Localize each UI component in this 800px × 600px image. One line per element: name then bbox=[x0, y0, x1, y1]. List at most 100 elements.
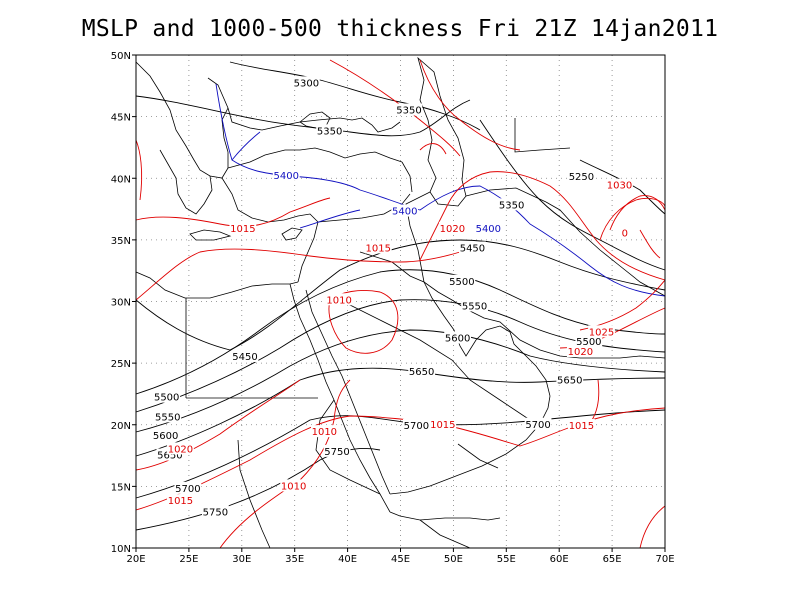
coast-black-sea-north bbox=[207, 77, 401, 133]
pressure-label: 1020 bbox=[440, 224, 465, 235]
pressure-label-bg bbox=[620, 226, 629, 239]
thickness-5400-contour bbox=[215, 83, 666, 297]
pressure-label-bg bbox=[606, 178, 633, 191]
pressure-label-bg bbox=[588, 325, 615, 338]
mslp-north bbox=[419, 59, 521, 151]
pressure-label: 1010 bbox=[326, 295, 351, 306]
thickness-5400-s bbox=[299, 209, 361, 229]
thickness-5450 bbox=[135, 239, 666, 351]
border-kazakh bbox=[514, 118, 571, 153]
thickness-label-bg bbox=[444, 331, 472, 344]
pressure-label: 1025 bbox=[589, 327, 614, 338]
mslp-caucasus bbox=[419, 143, 447, 155]
contour-labels: 5300 5350 5350 5400 5400 5400 5350 5250 5450 5500… bbox=[152, 76, 633, 518]
lat-tick-label: 40N bbox=[111, 174, 131, 185]
coast-levant bbox=[297, 221, 319, 283]
pressure-label: 1015 bbox=[366, 244, 391, 255]
pressure-label: 1015 bbox=[430, 420, 455, 431]
coast-black-sea-south bbox=[227, 147, 403, 169]
thickness-label-bg bbox=[524, 417, 552, 430]
border-yemen bbox=[457, 443, 499, 469]
lon-tick-label: 35E bbox=[285, 554, 304, 565]
lon-tick-label: 45E bbox=[391, 554, 410, 565]
thickness-label-bg bbox=[152, 428, 180, 441]
lon-tick-label: 55E bbox=[497, 554, 516, 565]
pressure-label-bg bbox=[566, 345, 594, 358]
lon-tick-label: 40E bbox=[338, 554, 357, 565]
thickness-label-bg bbox=[292, 76, 320, 89]
thickness-label-bg bbox=[395, 103, 423, 116]
thickness-label-bg bbox=[556, 373, 584, 386]
border-afghan bbox=[545, 201, 666, 297]
thickness-label: 5600 bbox=[445, 333, 470, 344]
thickness-label-bg bbox=[323, 444, 351, 457]
pressure-label-bg bbox=[364, 241, 392, 254]
lat-tick-label: 15N bbox=[111, 482, 131, 493]
pressure-label: 1020 bbox=[168, 444, 193, 455]
thickness-label-bg bbox=[391, 204, 419, 217]
lon-tick-label: 50E bbox=[444, 554, 463, 565]
pressure-label: 1010 bbox=[281, 481, 306, 492]
lat-tick-label: 45N bbox=[111, 113, 131, 124]
pressure-label-bg bbox=[167, 494, 194, 507]
lon-tick-label: 25E bbox=[179, 554, 198, 565]
pressure-label-bg bbox=[568, 418, 595, 431]
thickness-5600 bbox=[135, 329, 666, 433]
thickness-label: 5400 bbox=[274, 171, 299, 182]
pressure-label: 0 bbox=[622, 229, 628, 240]
coast-north-africa bbox=[135, 271, 299, 299]
pressure-label: 1015 bbox=[569, 421, 594, 432]
coast-arabia-south bbox=[389, 395, 551, 495]
thickness-label: 5300 bbox=[294, 78, 319, 89]
thickness-label: 5500 bbox=[154, 393, 179, 404]
thickness-5400 bbox=[215, 83, 666, 297]
thickness-label-bg bbox=[448, 274, 476, 287]
thickness-label: 5250 bbox=[569, 172, 594, 183]
thickness-label-bg bbox=[498, 198, 525, 211]
coast-greece bbox=[159, 149, 213, 215]
pressure-label-bg bbox=[167, 442, 194, 455]
lon-tick-label: 60E bbox=[550, 554, 569, 565]
thickness-label-bg bbox=[231, 349, 259, 362]
mslp-1020-south bbox=[135, 379, 301, 471]
thickness-label: 5400 bbox=[392, 207, 417, 218]
thickness-label: 5350 bbox=[317, 126, 342, 137]
lon-tick-label: 65E bbox=[603, 554, 622, 565]
thickness-label-bg bbox=[154, 410, 182, 423]
thickness-label: 5700 bbox=[404, 421, 429, 432]
thickness-label: 5450 bbox=[460, 244, 485, 255]
graticule bbox=[136, 55, 665, 548]
thickness-label-bg bbox=[408, 364, 436, 377]
thickness-label-bg bbox=[575, 335, 603, 348]
thickness-label-bg bbox=[461, 299, 488, 312]
mslp-1015-mid bbox=[135, 248, 461, 301]
pressure-label: 1010 bbox=[312, 427, 337, 438]
coast-horn-africa bbox=[389, 511, 501, 521]
lon-tick-label: 30E bbox=[232, 554, 251, 565]
mslp-north-2 bbox=[329, 59, 461, 157]
thickness-label-bg bbox=[459, 241, 486, 254]
map-title: MSLP and 1000-500 thickness Fri 21Z 14ja… bbox=[81, 16, 719, 42]
thickness-label-bg bbox=[568, 170, 595, 183]
thickness-label: 5700 bbox=[175, 484, 200, 495]
thickness-label: 5450 bbox=[232, 352, 257, 363]
coast-iran-south bbox=[423, 281, 666, 359]
thickness-label: 5350 bbox=[396, 105, 421, 116]
mslp-1010-south bbox=[219, 379, 351, 549]
thickness-label: 5750 bbox=[203, 507, 228, 518]
lon-tick-label: 20E bbox=[126, 554, 145, 565]
border-caucasus bbox=[401, 161, 413, 193]
coast-caspian bbox=[417, 56, 467, 207]
thickness-label: 5500 bbox=[576, 337, 601, 348]
thickness-5300 bbox=[229, 61, 481, 131]
border-somalia bbox=[419, 519, 471, 549]
map-border bbox=[135, 54, 666, 549]
axis-tick-labels: 20E 25E 30E 35E 40E 45E 50E 55E 60E 65E 70E 10N 15N 2… bbox=[111, 51, 675, 565]
border-ethiopia bbox=[315, 399, 381, 495]
thickness-label: 5400 bbox=[476, 224, 501, 235]
pressure-label-bg bbox=[438, 221, 466, 234]
pressure-label: 1030 bbox=[607, 181, 632, 192]
thickness-label: 5600 bbox=[153, 431, 178, 442]
coast-crete bbox=[189, 229, 232, 241]
pressure-label-bg bbox=[429, 417, 457, 430]
